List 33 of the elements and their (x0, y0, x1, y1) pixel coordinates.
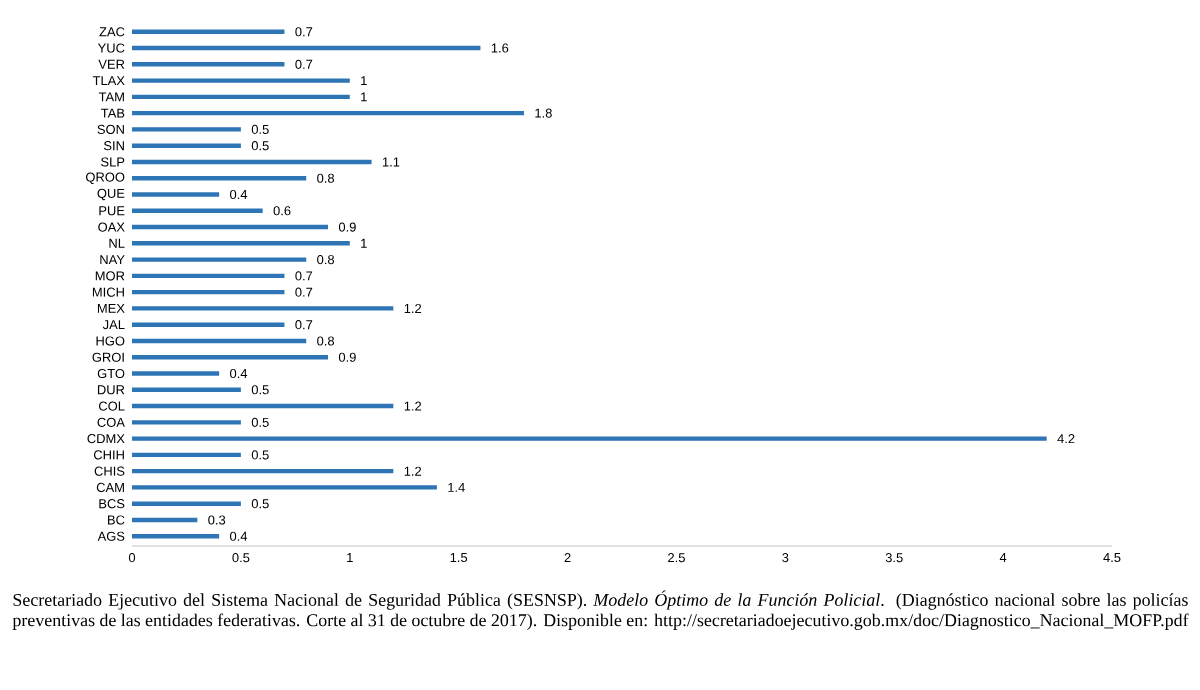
bar (132, 45, 481, 51)
bar (132, 241, 350, 246)
bar (132, 436, 1047, 441)
bar (132, 110, 525, 116)
bar (132, 468, 394, 474)
bar (132, 127, 241, 132)
bar (132, 485, 437, 490)
bar (132, 517, 198, 523)
bar (132, 452, 241, 458)
bar (132, 306, 394, 311)
bar (132, 355, 329, 360)
bar (132, 273, 285, 279)
bar (132, 387, 241, 392)
bar (132, 62, 285, 67)
bar (132, 143, 241, 148)
bar (132, 192, 220, 197)
bar (132, 371, 220, 376)
bar (132, 29, 285, 34)
bar (132, 176, 307, 181)
text: Secretariado Ejecutivo del Sistema Nacional de Seguridad Pública (SESNSP). Modelo Óptimo de la Función Policial. (Diagnóstico nacional sobre las policías preventivas de las entidades federativas. Corte al 31 de octubre de 2017). Disponible en: http://secretariadoejecutivo.gob.mx/doc/Diagnostico_Nacional_MOFP.pdf (12, 590, 1189, 630)
bar (132, 501, 241, 506)
bar (132, 289, 285, 295)
bar (132, 208, 263, 213)
bar (132, 257, 307, 262)
bar (132, 420, 241, 425)
bar (132, 534, 220, 539)
bar (132, 224, 329, 230)
bar (132, 403, 394, 409)
bar (132, 78, 350, 83)
bar (132, 159, 372, 165)
bar (132, 322, 285, 327)
bar (132, 94, 350, 100)
bar (132, 338, 307, 344)
